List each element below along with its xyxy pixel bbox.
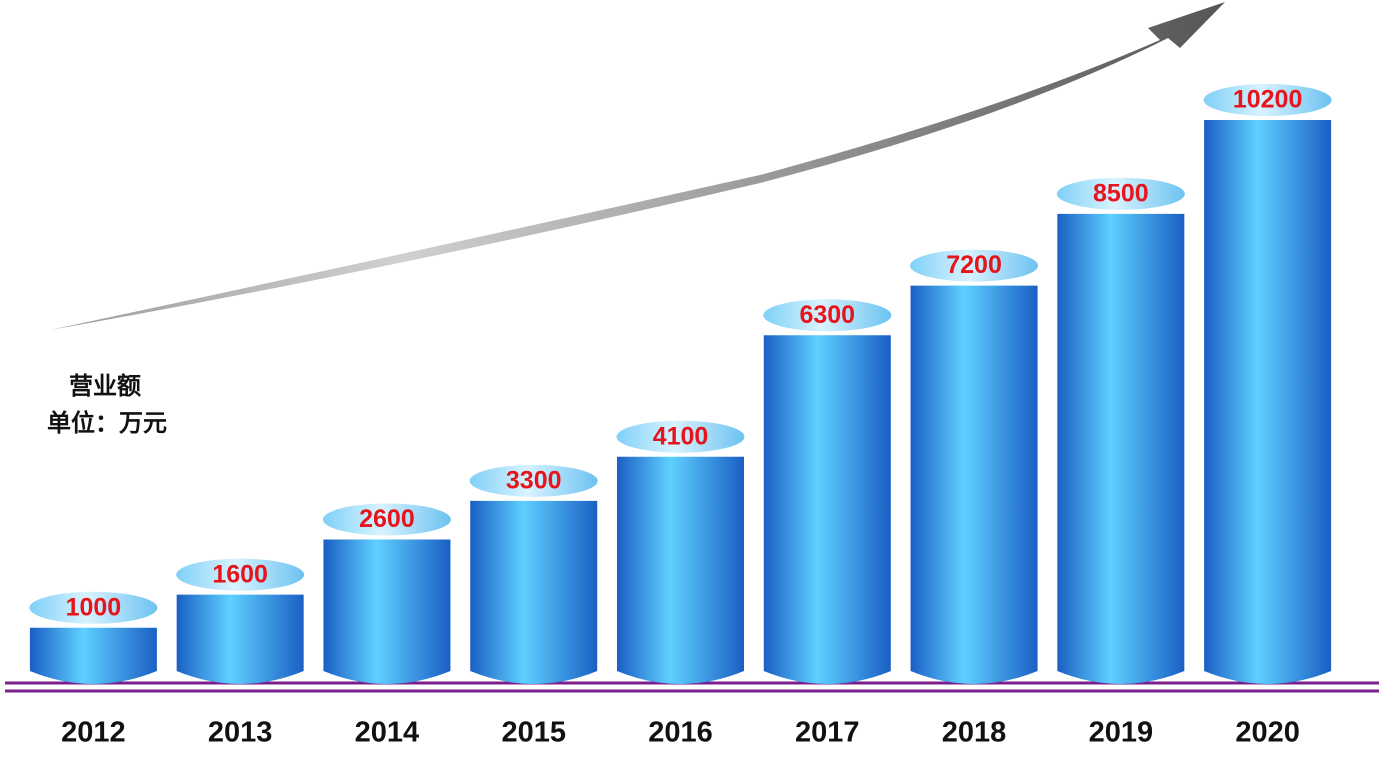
x-tick-label: 2017 — [795, 717, 860, 749]
value-label: 4100 — [653, 422, 709, 450]
value-label-bg — [763, 299, 892, 332]
bar — [29, 627, 157, 684]
value-label: 10200 — [1233, 86, 1303, 114]
bar — [617, 456, 744, 684]
x-tick-label: 2013 — [208, 717, 273, 749]
x-tick-label: 2018 — [942, 717, 1007, 749]
value-label-bg — [176, 558, 305, 591]
bar — [323, 539, 451, 684]
annotation: 单位：万元 — [47, 409, 167, 437]
x-tick-label: 2015 — [501, 717, 566, 749]
bar — [1204, 120, 1332, 684]
bar — [176, 594, 304, 684]
value-label: 2600 — [359, 505, 415, 533]
x-tick-label: 2012 — [61, 717, 126, 749]
value-label: 7200 — [946, 251, 1002, 279]
trend-arrow — [50, 2, 1225, 330]
value-label-bg — [322, 503, 451, 536]
value-label: 1600 — [212, 560, 268, 588]
value-label-bg — [29, 591, 158, 624]
value-label-bg — [1203, 84, 1332, 116]
value-label-bg — [616, 420, 745, 453]
annotation: 营业额 — [69, 372, 141, 400]
x-tick-label: 2019 — [1089, 717, 1154, 749]
x-tick-label: 2014 — [355, 717, 420, 749]
x-tick-label: 2016 — [648, 717, 713, 749]
value-label-bg — [910, 249, 1039, 282]
value-label: 8500 — [1093, 179, 1149, 207]
value-label: 3300 — [506, 466, 562, 494]
bar — [1057, 213, 1185, 685]
bar — [470, 500, 598, 684]
value-label: 1000 — [66, 593, 122, 621]
bar — [910, 285, 1038, 684]
value-label-bg — [1056, 177, 1185, 210]
value-label-bg — [469, 464, 598, 497]
bar — [763, 335, 891, 684]
value-label: 6300 — [799, 301, 855, 329]
x-tick-label: 2020 — [1235, 717, 1300, 749]
